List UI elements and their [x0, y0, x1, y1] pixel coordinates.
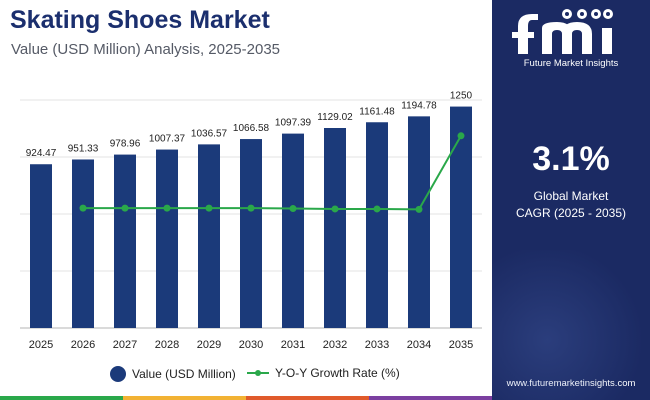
side-panel: Future Market Insights 3.1% Global Marke…	[492, 0, 650, 400]
chart-subtitle: Value (USD Million) Analysis, 2025-2035	[11, 41, 281, 58]
bar-2030	[240, 139, 262, 328]
data-label-2030: 1066.58	[233, 123, 270, 134]
bar-2025	[30, 164, 52, 328]
data-label-2026: 951.33	[68, 143, 99, 154]
stripe-segment-3	[246, 396, 369, 400]
legend-item-value: Value (USD Million)	[110, 366, 236, 382]
growth-point-2027	[121, 204, 129, 212]
growth-point-2026	[79, 204, 87, 212]
data-label-2031: 1097.39	[275, 118, 312, 129]
x-tick-2029: 2029	[197, 339, 221, 351]
growth-point-2029	[205, 204, 213, 212]
x-tick-2030: 2030	[239, 339, 263, 351]
legend-marker-value	[110, 366, 126, 382]
bar-2029	[198, 144, 220, 328]
data-label-2032: 1129.02	[317, 112, 353, 123]
legend-item-growth: Y-O-Y Growth Rate (%)	[247, 366, 400, 380]
data-label-2029: 1036.57	[191, 128, 228, 139]
bar-2035	[450, 106, 472, 328]
data-label-2028: 1007.37	[149, 134, 186, 145]
legend: Value (USD Million) Y-O-Y Growth Rate (%…	[110, 366, 410, 386]
legend-marker-growth	[247, 370, 269, 376]
bottom-color-stripe	[0, 396, 492, 400]
growth-point-2035	[457, 132, 465, 140]
x-tick-2025: 2025	[29, 339, 53, 351]
legend-label-growth: Y-O-Y Growth Rate (%)	[275, 366, 400, 380]
stripe-segment-4	[369, 396, 492, 400]
data-label-2027: 978.96	[110, 139, 141, 150]
growth-point-2034	[415, 205, 423, 213]
growth-point-2028	[163, 204, 171, 212]
growth-point-2032	[331, 205, 339, 213]
x-tick-2035: 2035	[449, 339, 473, 351]
chart-title: Skating Shoes Market	[10, 6, 270, 34]
cagr-label-line2: CAGR (2025 - 2035)	[515, 206, 627, 220]
x-tick-labels: 2025 2026 2027 2028 2029 2030 2031 2032 2033 2034…	[29, 339, 473, 351]
growth-point-2031	[289, 205, 297, 213]
growth-line	[79, 132, 465, 213]
x-tick-2033: 2033	[365, 339, 389, 351]
x-tick-2026: 2026	[71, 339, 95, 351]
website-url: www.futuremarketinsights.com	[506, 378, 636, 389]
growth-point-2030	[247, 204, 255, 212]
data-label-2033: 1161.48	[359, 106, 395, 117]
bar-2026	[72, 159, 94, 328]
data-label-2035: 1250	[450, 91, 473, 102]
cagr-label-line1: Global Market	[533, 189, 609, 203]
legend-label-value: Value (USD Million)	[132, 367, 236, 381]
bar-2031	[282, 133, 304, 328]
x-tick-2032: 2032	[323, 339, 347, 351]
bar-2032	[324, 128, 346, 328]
x-tick-2027: 2027	[113, 339, 137, 351]
bar-2027	[114, 154, 136, 328]
x-tick-2034: 2034	[407, 339, 431, 351]
bars	[30, 106, 472, 329]
cagr-value: 3.1%	[532, 140, 610, 178]
fmi-logo-icon	[512, 9, 613, 54]
data-label-2025: 924.47	[26, 148, 57, 159]
bar-2034	[408, 116, 430, 328]
brand-name: Future Market Insights	[523, 58, 619, 69]
growth-line-path	[83, 135, 462, 211]
bar-2028	[156, 149, 178, 328]
bar-2033	[366, 122, 388, 329]
bar-line-chart: 924.47 951.33 978.96 1007.37 1036.57 1066.58 1…	[20, 91, 482, 351]
stripe-segment-2	[123, 396, 246, 400]
stripe-segment-1	[0, 396, 123, 400]
data-label-2034: 1194.78	[401, 100, 437, 111]
growth-point-2033	[373, 205, 381, 213]
data-labels: 924.47 951.33 978.96 1007.37 1036.57 1066.58 1…	[26, 91, 473, 160]
x-tick-2028: 2028	[155, 339, 179, 351]
x-tick-2031: 2031	[281, 339, 305, 351]
